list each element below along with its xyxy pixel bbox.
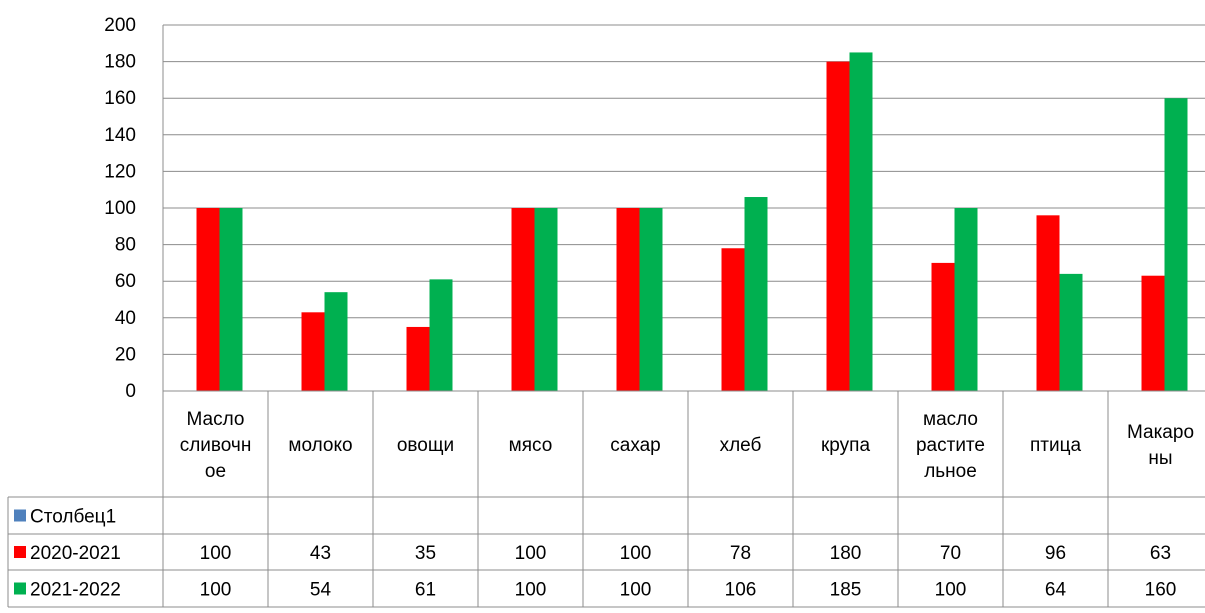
category-label: птица <box>1030 435 1081 456</box>
category-label: сахар <box>610 435 661 456</box>
legend-swatch <box>14 546 26 558</box>
y-tick-label: 180 <box>104 52 136 73</box>
category-label: масло <box>923 409 978 430</box>
category-label: ны <box>1148 448 1172 469</box>
bar <box>826 61 850 391</box>
data-label: 64 <box>1045 580 1067 601</box>
category-label: растите <box>916 435 985 456</box>
category-label: молоко <box>288 435 352 456</box>
bar <box>931 262 955 391</box>
data-label: 180 <box>830 543 862 564</box>
legend-label: 2021-2022 <box>30 580 121 601</box>
category-label: мясо <box>509 435 553 456</box>
legend-swatch <box>14 582 26 595</box>
y-tick-label: 20 <box>115 344 136 365</box>
legend-label: 2020-2021 <box>30 543 121 564</box>
category-label: льное <box>924 461 977 482</box>
bar <box>429 279 453 391</box>
bar <box>721 248 745 391</box>
bar <box>511 208 535 391</box>
legend-label: Столбец1 <box>30 507 116 528</box>
data-label: 70 <box>940 543 961 564</box>
bar <box>954 208 978 391</box>
category-label: овощи <box>397 435 454 456</box>
category-label: крупа <box>821 435 870 456</box>
category-label: хлеб <box>720 435 762 456</box>
legend-swatch <box>14 509 26 522</box>
y-tick-label: 160 <box>104 88 136 109</box>
bar <box>196 208 220 391</box>
data-label: 61 <box>415 580 436 601</box>
bar <box>301 312 325 391</box>
bar <box>324 292 348 391</box>
y-tick-label: 80 <box>115 235 136 256</box>
data-label: 100 <box>200 580 232 601</box>
y-tick-label: 120 <box>104 161 136 182</box>
y-tick-label: 140 <box>104 125 136 146</box>
data-label: 100 <box>620 543 652 564</box>
y-tick-label: 40 <box>115 308 136 329</box>
bar <box>1141 275 1165 391</box>
category-label: ое <box>205 461 226 482</box>
bar <box>639 208 663 391</box>
data-label: 160 <box>1145 580 1177 601</box>
bar <box>616 208 640 391</box>
y-axis-ticks: 0 20 40 60 80 100 120 140 160 180 200 <box>104 15 136 402</box>
category-label: сливочн <box>180 435 252 456</box>
category-label: Масло <box>187 409 245 430</box>
data-label: 100 <box>515 543 547 564</box>
y-tick-label: 60 <box>115 271 136 292</box>
data-label: 100 <box>620 580 652 601</box>
y-tick-label: 100 <box>104 198 136 219</box>
data-label: 96 <box>1045 543 1066 564</box>
data-label: 54 <box>310 580 332 601</box>
data-label: 35 <box>415 543 436 564</box>
category-label: Макаро <box>1127 422 1194 443</box>
bar <box>744 197 768 391</box>
data-label: 106 <box>725 580 757 601</box>
data-label: 63 <box>1150 543 1171 564</box>
bar <box>1036 215 1060 391</box>
bar <box>534 208 558 391</box>
data-label: 43 <box>310 543 331 564</box>
data-label: 78 <box>730 543 751 564</box>
data-label: 100 <box>935 580 967 601</box>
data-label: 185 <box>830 580 862 601</box>
bar <box>1059 273 1083 391</box>
bar <box>1164 98 1188 391</box>
y-tick-label: 0 <box>125 381 136 402</box>
data-label: 100 <box>200 543 232 564</box>
bar <box>219 208 243 391</box>
data-label: 100 <box>515 580 547 601</box>
y-tick-label: 200 <box>104 15 136 36</box>
bars <box>196 52 1188 391</box>
data-table: Масло сливочн ое молоко овощи мясо сахар хлеб кр… <box>7 390 1205 608</box>
bar <box>406 326 430 391</box>
bar <box>849 52 873 391</box>
